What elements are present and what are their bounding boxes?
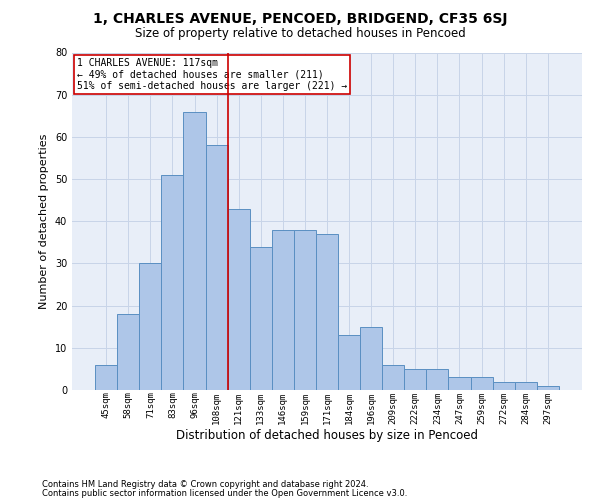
Text: Size of property relative to detached houses in Pencoed: Size of property relative to detached ho… <box>134 28 466 40</box>
Y-axis label: Number of detached properties: Number of detached properties <box>39 134 49 309</box>
Text: 1, CHARLES AVENUE, PENCOED, BRIDGEND, CF35 6SJ: 1, CHARLES AVENUE, PENCOED, BRIDGEND, CF… <box>93 12 507 26</box>
Bar <box>161 175 184 390</box>
Bar <box>139 264 161 390</box>
Bar <box>117 314 139 390</box>
Bar <box>294 230 316 390</box>
Bar <box>493 382 515 390</box>
Bar <box>515 382 537 390</box>
Text: Contains HM Land Registry data © Crown copyright and database right 2024.: Contains HM Land Registry data © Crown c… <box>42 480 368 489</box>
Bar <box>382 364 404 390</box>
Bar <box>95 364 117 390</box>
Text: 1 CHARLES AVENUE: 117sqm
← 49% of detached houses are smaller (211)
51% of semi-: 1 CHARLES AVENUE: 117sqm ← 49% of detach… <box>77 58 347 91</box>
X-axis label: Distribution of detached houses by size in Pencoed: Distribution of detached houses by size … <box>176 429 478 442</box>
Bar <box>360 326 382 390</box>
Bar <box>227 208 250 390</box>
Bar <box>448 378 470 390</box>
Bar <box>250 246 272 390</box>
Bar <box>206 146 227 390</box>
Bar <box>537 386 559 390</box>
Bar <box>470 378 493 390</box>
Bar <box>338 335 360 390</box>
Text: Contains public sector information licensed under the Open Government Licence v3: Contains public sector information licen… <box>42 489 407 498</box>
Bar <box>316 234 338 390</box>
Bar <box>184 112 206 390</box>
Bar <box>427 369 448 390</box>
Bar <box>272 230 294 390</box>
Bar <box>404 369 427 390</box>
